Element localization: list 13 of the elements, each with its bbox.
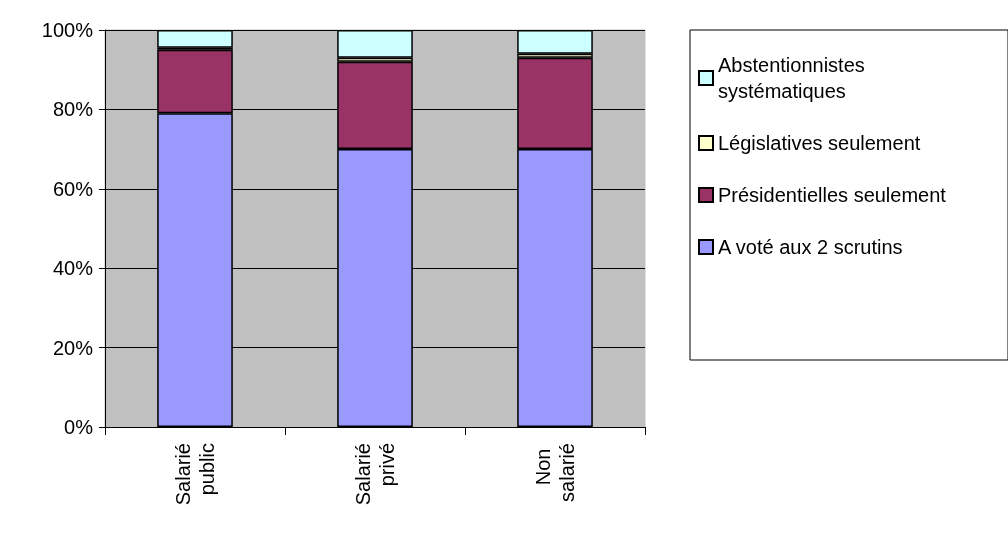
- legend-label: Législatives seulement: [718, 132, 921, 154]
- legend-label: Présidentielles seulement: [718, 184, 947, 206]
- legend-label: Abstentionnistes systématiques: [718, 54, 871, 102]
- legend-label: A voté aux 2 scrutins: [718, 236, 903, 258]
- x-tick-label: Salarié public: [172, 443, 218, 506]
- x-tick-label: Salarié privé: [352, 443, 398, 506]
- y-tick-label: 100%: [41, 19, 94, 41]
- y-tick-label: 60%: [52, 177, 94, 200]
- y-tick-label: 80%: [52, 98, 94, 121]
- y-tick-label: 0%: [64, 416, 94, 438]
- y-tick-label: 20%: [52, 336, 94, 359]
- x-tick-label: Non salarié: [532, 443, 578, 502]
- y-tick-label: 40%: [52, 257, 94, 280]
